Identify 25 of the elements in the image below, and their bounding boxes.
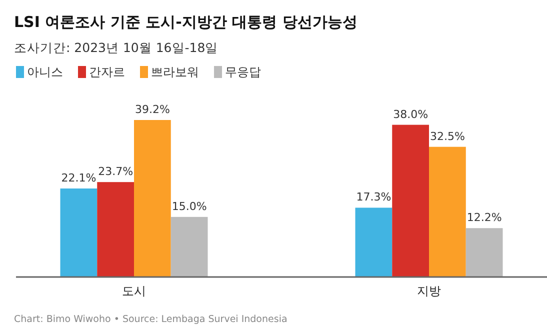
chart-title: LSI 여론조사 기준 도시-지방간 대통령 당선가능성 [14, 13, 358, 31]
legend-label: 무응답 [225, 65, 261, 79]
legend-label: 아니스 [27, 65, 63, 79]
legend-label: 간자르 [89, 65, 125, 79]
data-label: 15.0% [172, 200, 207, 213]
data-label: 23.7% [98, 165, 134, 178]
data-label: 17.3% [356, 190, 392, 204]
chart-subtitle: 조사기간: 2023년 10월 16일-18일 [14, 40, 218, 55]
data-label: 32.5% [430, 130, 465, 143]
bar [170, 216, 208, 277]
bar [134, 120, 171, 277]
x-tick-label: 지방 [417, 284, 441, 298]
legend-label: 쁘라보워 [151, 65, 199, 79]
bar [392, 124, 429, 277]
data-label: 38.0% [393, 108, 428, 121]
x-tick-label: 도시 [122, 284, 146, 298]
text: Chart: Bimo Wiwoho • Source: Lembaga Survei Indonesia [14, 314, 288, 325]
data-label: 39.2% [134, 103, 170, 116]
bar [60, 188, 98, 277]
bar [429, 146, 466, 277]
bar [97, 182, 134, 277]
data-label: 12.2% [466, 211, 502, 224]
bar [355, 208, 392, 277]
bar [466, 228, 503, 277]
data-label: 22.1% [61, 171, 96, 184]
